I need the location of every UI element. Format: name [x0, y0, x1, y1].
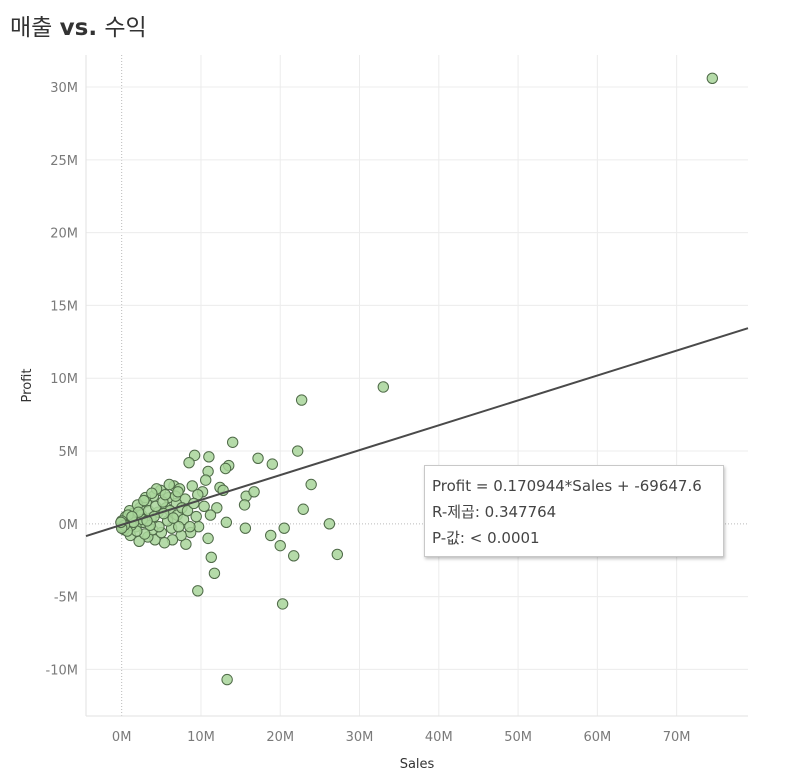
data-point[interactable]: [291, 445, 304, 457]
data-point[interactable]: [198, 500, 210, 513]
data-point[interactable]: [276, 598, 289, 610]
data-point[interactable]: [252, 452, 264, 464]
x-tick-label: 20M: [266, 730, 294, 745]
data-point[interactable]: [173, 521, 185, 533]
y-tick-label: -10M: [46, 663, 78, 678]
y-tick-label: 5M: [59, 445, 79, 460]
tooltip-p-value: P-값: < 0.0001: [432, 529, 540, 547]
x-tick-label: 70M: [663, 730, 691, 745]
x-tick-label: 10M: [187, 730, 215, 745]
x-axis-ticks: 0M 10M 20M 30M 40M 50M 60M 70M: [112, 730, 691, 745]
data-point[interactable]: [706, 72, 719, 84]
y-tick-label: 0M: [59, 518, 79, 533]
data-point[interactable]: [295, 394, 308, 406]
data-point[interactable]: [205, 551, 217, 564]
data-point[interactable]: [288, 550, 300, 562]
data-point[interactable]: [138, 494, 150, 507]
data-point[interactable]: [184, 521, 196, 533]
data-point[interactable]: [305, 478, 317, 491]
data-point[interactable]: [297, 503, 309, 515]
x-tick-label: 30M: [346, 730, 374, 745]
data-point[interactable]: [239, 522, 252, 534]
data-point[interactable]: [167, 512, 179, 524]
x-tick-label: 60M: [583, 730, 611, 745]
y-axis-label: Profit: [20, 369, 35, 403]
data-point[interactable]: [278, 522, 290, 534]
data-points: [115, 72, 719, 686]
y-axis-ticks: -10M -5M 0M 5M 10M 15M 20M 25M 30M: [46, 81, 78, 678]
data-point[interactable]: [248, 486, 260, 498]
data-point[interactable]: [163, 478, 175, 491]
data-point[interactable]: [204, 509, 217, 521]
data-point[interactable]: [146, 487, 158, 499]
data-point[interactable]: [186, 480, 198, 492]
tooltip-equation: Profit = 0.170944*Sales + -69647.6: [432, 477, 702, 495]
data-point[interactable]: [202, 532, 214, 545]
data-point[interactable]: [266, 458, 279, 470]
x-tick-label: 50M: [504, 730, 532, 745]
data-point[interactable]: [238, 499, 251, 511]
data-point[interactable]: [265, 529, 277, 542]
data-point[interactable]: [331, 548, 344, 561]
data-point[interactable]: [203, 451, 215, 463]
data-point[interactable]: [226, 436, 239, 448]
y-tick-label: 30M: [50, 81, 78, 96]
trend-line[interactable]: [85, 327, 749, 537]
data-point[interactable]: [323, 518, 336, 530]
y-tick-label: 10M: [50, 372, 78, 387]
y-tick-label: -5M: [54, 591, 78, 606]
data-point[interactable]: [159, 488, 171, 501]
trend-line-tooltip: Profit = 0.170944*Sales + -69647.6 R-제곱:…: [424, 465, 724, 557]
data-point[interactable]: [158, 537, 171, 549]
gridlines: [85, 55, 748, 717]
data-point[interactable]: [377, 381, 390, 393]
data-point[interactable]: [183, 456, 195, 469]
x-tick-label: 0M: [112, 730, 132, 745]
tooltip-r-squared: R-제곱: 0.347764: [432, 503, 557, 521]
data-point[interactable]: [219, 462, 232, 475]
x-tick-label: 40M: [425, 730, 453, 745]
title-suffix: 수익: [104, 15, 147, 41]
data-point[interactable]: [190, 510, 202, 523]
data-point[interactable]: [274, 539, 286, 552]
chart-title: 매출 vs. 수익: [10, 8, 147, 42]
y-tick-label: 20M: [50, 227, 78, 242]
y-tick-label: 25M: [50, 154, 78, 169]
data-point[interactable]: [208, 567, 221, 580]
data-point[interactable]: [192, 585, 204, 597]
title-prefix: 매출: [10, 15, 53, 41]
data-point[interactable]: [181, 505, 194, 517]
data-point[interactable]: [220, 516, 233, 529]
data-point[interactable]: [221, 673, 233, 686]
data-point[interactable]: [200, 474, 212, 486]
data-point[interactable]: [211, 502, 223, 514]
data-point[interactable]: [172, 486, 184, 498]
x-axis-label: Sales: [400, 757, 435, 772]
title-vs: vs.: [59, 15, 98, 41]
y-tick-label: 15M: [50, 299, 78, 314]
data-point[interactable]: [180, 538, 192, 550]
